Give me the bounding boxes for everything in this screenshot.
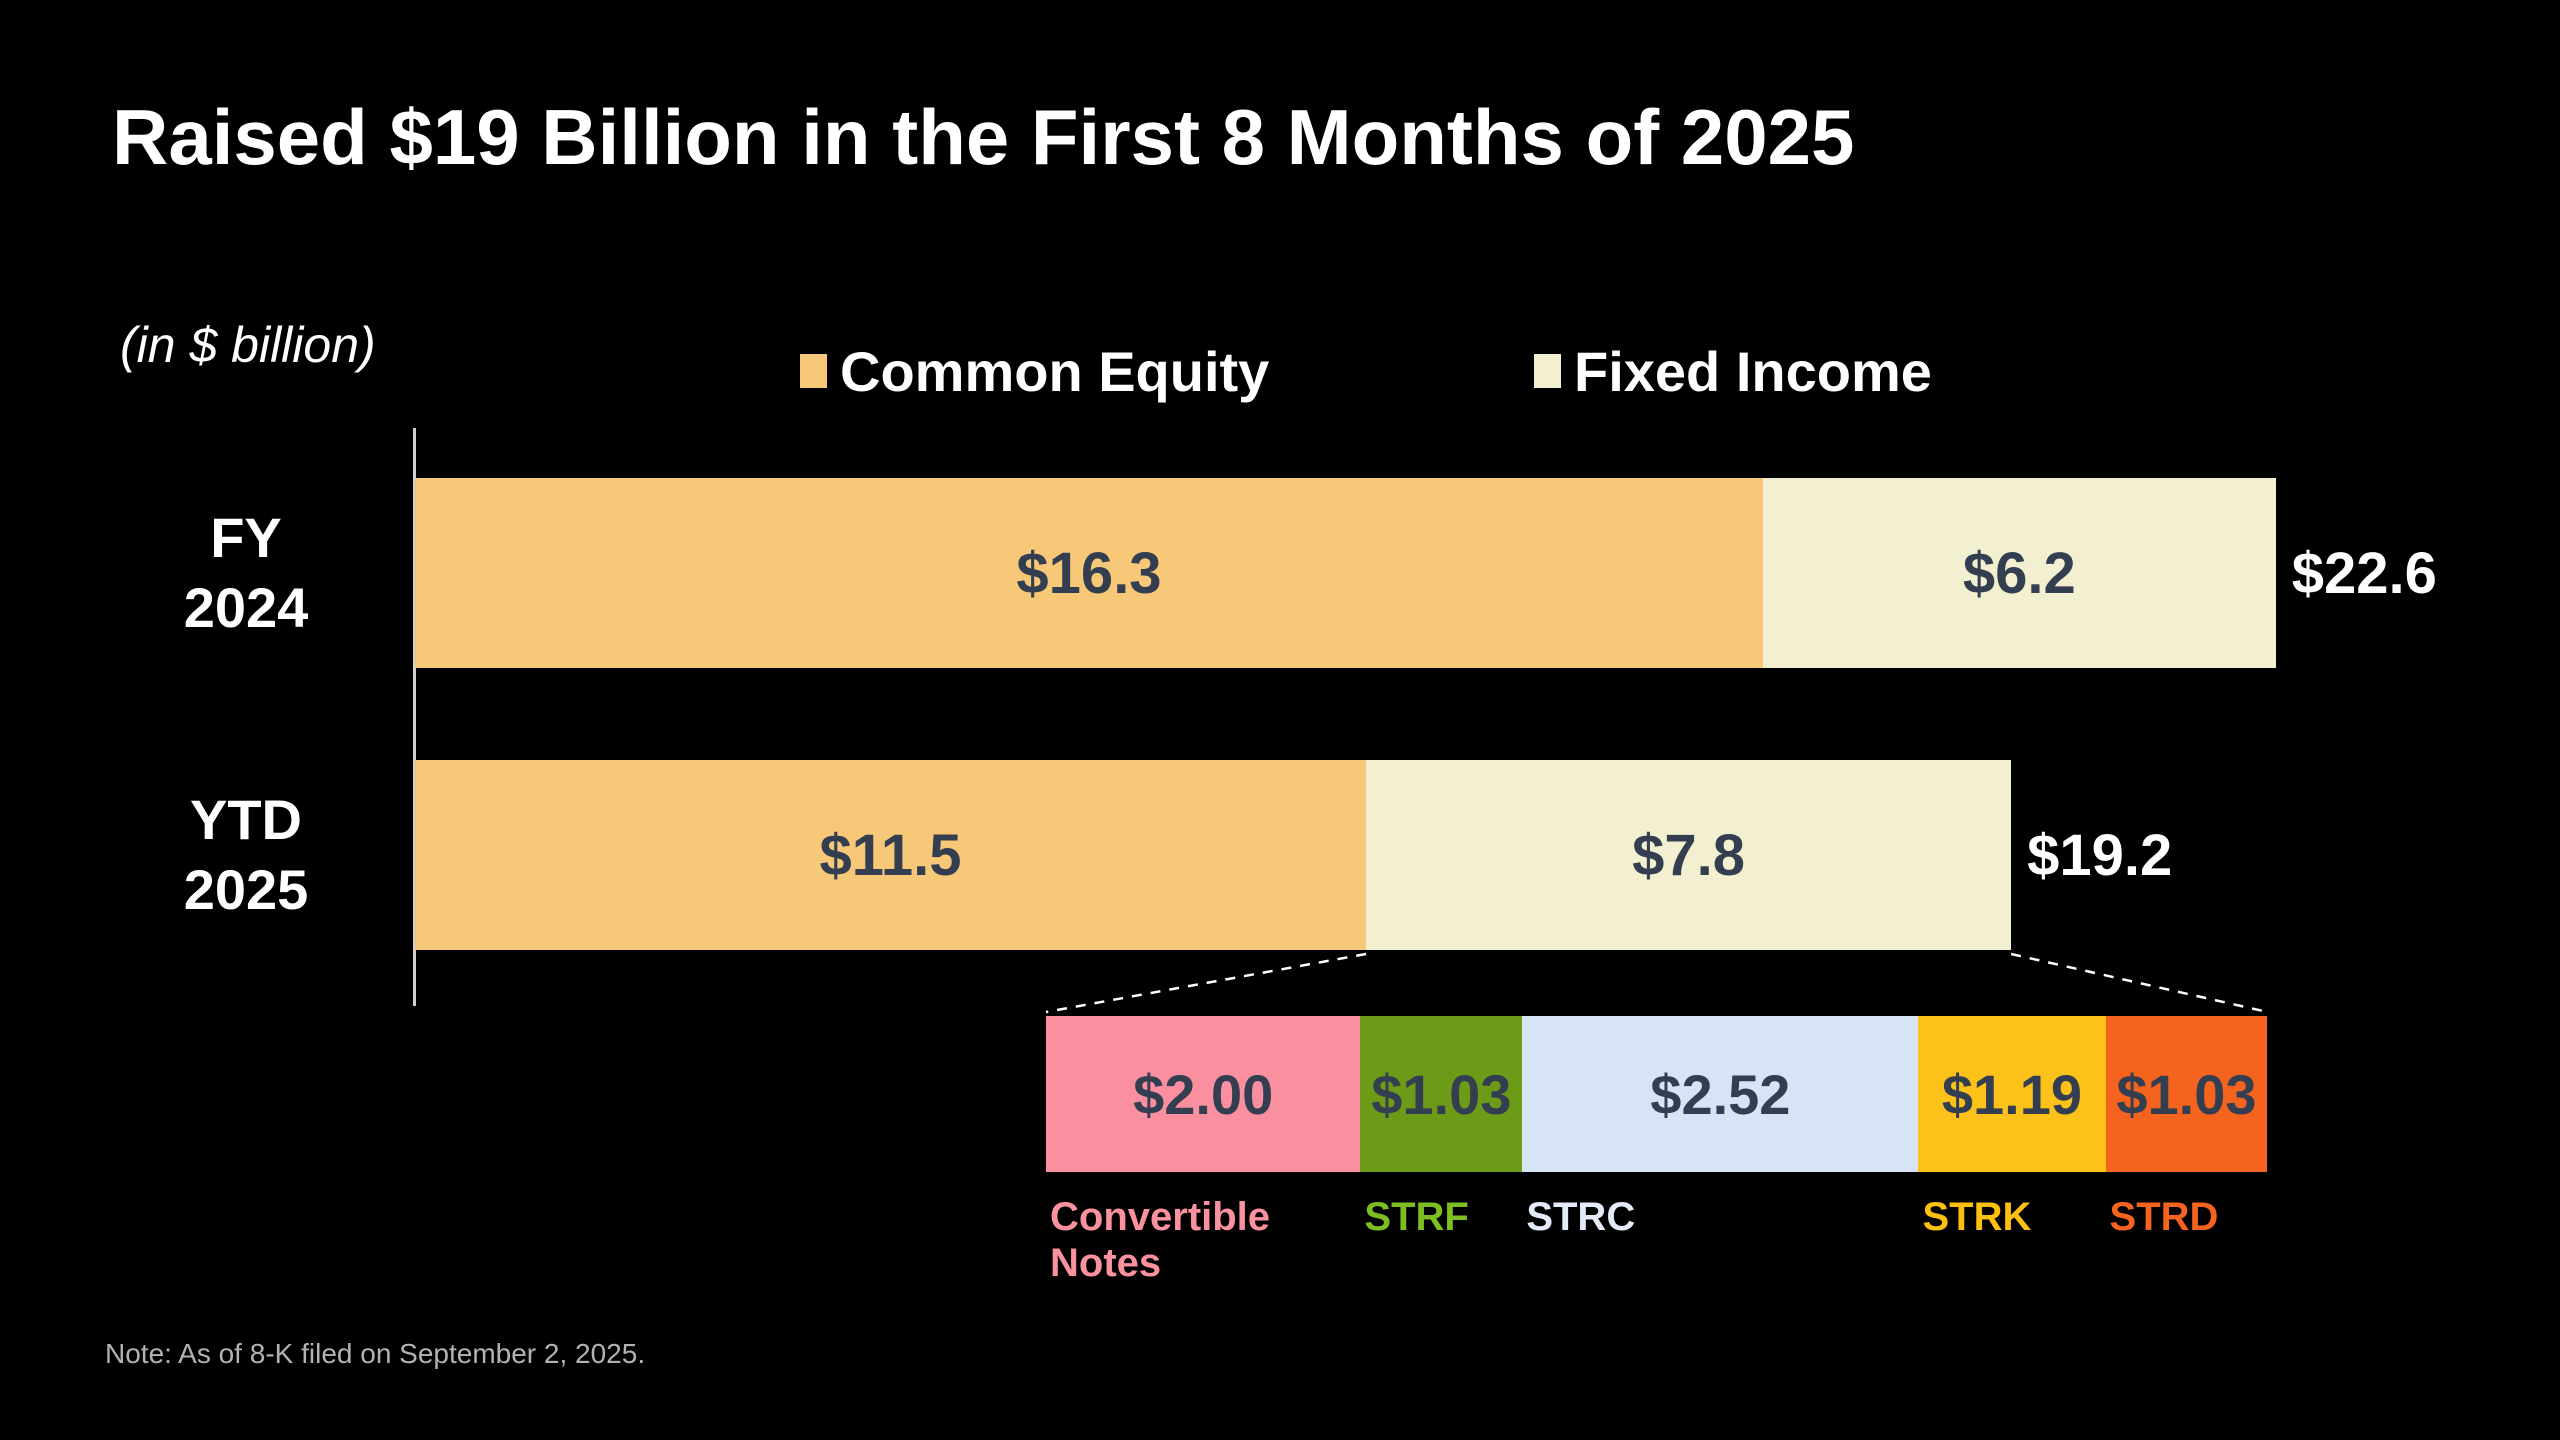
bar-segment: $7.8 <box>1366 760 2012 950</box>
breakdown-segment-value: $1.03 <box>1371 1062 1512 1126</box>
legend-item-fixed-income: Fixed Income <box>1534 339 1932 403</box>
legend-label-fixed-income: Fixed Income <box>1574 339 1932 403</box>
breakdown-segment-value: $2.00 <box>1133 1062 1274 1126</box>
breakdown-label-strk: STRK <box>1922 1195 2032 1239</box>
y-axis-line <box>413 428 416 1006</box>
breakdown-label-convertible-notes: Convertible Notes <box>1050 1195 1271 1285</box>
bar-total-value: $19.2 <box>2027 822 2173 888</box>
breakdown-label-strc: STRC <box>1526 1195 1636 1239</box>
legend-label-common-equity: Common Equity <box>840 339 1270 403</box>
bar-segment-value: $11.5 <box>819 822 962 888</box>
bar-segment: $11.5 <box>415 760 1367 950</box>
breakdown-label-strd: STRD <box>2109 1195 2219 1239</box>
breakdown-segment-convertible-notes: $2.00 <box>1046 1016 1361 1172</box>
footnote: Note: As of 8-K filed on September 2, 20… <box>105 1338 646 1369</box>
connector-dashed-line-right <box>2010 952 2268 1014</box>
page-title: Raised $19 Billion in the First 8 Months… <box>112 93 1855 181</box>
breakdown-segment-value: $1.03 <box>2116 1062 2257 1126</box>
legend-swatch-common-equity-icon <box>800 354 827 388</box>
bar-total-value: $22.6 <box>2291 540 2437 606</box>
stacked-bar: $16.3 $6.2 <box>415 478 2276 668</box>
legend-swatch-fixed-income-icon <box>1534 354 1561 388</box>
breakdown-segment-strf: $1.03 <box>1360 1016 1523 1172</box>
breakdown-segment-value: $2.52 <box>1650 1062 1791 1126</box>
bar-segment-value: $7.8 <box>1632 822 1746 888</box>
connector-dashed-line-left <box>1045 952 1367 1014</box>
bar-segment-value: $16.3 <box>1016 540 1162 606</box>
breakdown-segment-strc: $2.52 <box>1522 1016 1919 1172</box>
category-label: YTD 2025 <box>183 788 309 921</box>
bar-segment: $6.2 <box>1763 478 2276 668</box>
category-label: FY 2024 <box>183 506 309 639</box>
breakdown-segment-value: $1.19 <box>1941 1062 2083 1126</box>
breakdown-segment-strk: $1.19 <box>1918 1016 2106 1172</box>
breakdown-label-strf: STRF <box>1364 1195 1469 1239</box>
units-label: (in $ billion) <box>120 317 376 373</box>
fixed-income-breakdown-bar: $2.00 $1.03 $2.52 $1.19 $1.03 <box>1046 1016 2268 1172</box>
bar-segment: $16.3 <box>415 478 1763 668</box>
legend-item-common-equity: Common Equity <box>800 339 1270 403</box>
stacked-bar: $11.5 $7.8 <box>415 760 2012 950</box>
breakdown-segment-strd: $1.03 <box>2105 1016 2268 1172</box>
bar-segment-value: $6.2 <box>1962 540 2076 606</box>
